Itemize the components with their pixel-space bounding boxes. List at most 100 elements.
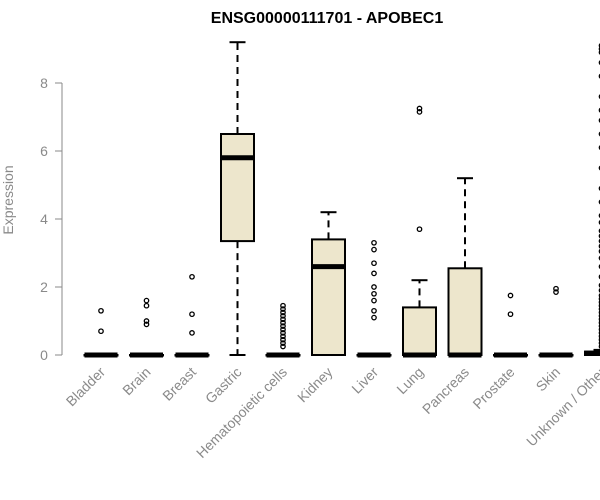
x-tick-label: Liver	[348, 364, 381, 397]
outlier-point	[371, 246, 377, 253]
x-tick-label: Skin	[533, 364, 564, 395]
box-prostate	[493, 292, 528, 358]
outlier-point	[143, 302, 150, 309]
outlier-point	[507, 292, 514, 299]
outlier-point	[598, 296, 600, 302]
outlier-point	[280, 336, 286, 343]
outlier-point	[598, 306, 600, 312]
outlier-point	[598, 213, 600, 219]
outlier-point	[598, 282, 600, 288]
box-brain	[129, 297, 164, 358]
outlier-point	[280, 306, 286, 312]
y-axis: 0 2 4 6 8	[40, 75, 63, 363]
outlier-point	[598, 330, 600, 336]
box-iqr	[447, 267, 483, 356]
chart-title: ENSG00000111701 - APOBEC1	[211, 10, 444, 27]
outlier-point	[280, 319, 286, 326]
box-skin	[538, 285, 574, 358]
x-tick-label: Hematopoietic cells	[193, 364, 290, 461]
outlier-point	[598, 73, 600, 79]
outlier-point	[598, 185, 600, 191]
box-breast	[174, 273, 210, 358]
box-gastric	[220, 41, 255, 356]
outlier-point	[598, 165, 600, 171]
outlier-point	[416, 109, 423, 115]
outlier-point	[280, 302, 286, 309]
outlier-point	[371, 290, 377, 297]
outlier-point	[598, 327, 600, 332]
x-tick-label: Brain	[119, 364, 153, 398]
outlier-point	[507, 311, 514, 318]
outlier-point	[598, 248, 600, 254]
outlier-point	[598, 344, 600, 349]
x-tick-label: Bladder	[63, 364, 109, 410]
x-tick-label: Breast	[159, 364, 199, 404]
y-tick-label: 6	[40, 143, 48, 159]
outlier-point	[280, 326, 286, 333]
outlier-point	[371, 270, 377, 277]
outlier-point	[598, 320, 600, 326]
outlier-point	[416, 226, 423, 233]
outlier-point	[280, 309, 286, 316]
x-tick-label: Lung	[393, 364, 426, 397]
outlier-point	[280, 316, 286, 323]
box-pancreas	[447, 177, 483, 358]
outlier-point	[598, 49, 600, 55]
outlier-point	[598, 46, 600, 52]
outlier-point	[98, 328, 104, 335]
outlier-point	[98, 307, 104, 314]
box-iqr	[402, 306, 437, 356]
outlier-point	[598, 233, 600, 239]
outlier-point	[598, 337, 600, 343]
boxes-group	[83, 41, 600, 358]
outlier-point	[598, 199, 600, 205]
outlier-point	[598, 238, 600, 244]
outlier-point	[280, 330, 286, 336]
x-tick-label: Kidney	[294, 364, 336, 406]
outlier-point	[280, 340, 286, 346]
x-tick-label: Pancreas	[419, 364, 472, 417]
y-tick-label: 8	[40, 75, 48, 91]
outlier-point	[598, 299, 600, 305]
outlier-point	[280, 333, 286, 340]
x-tick-label: Gastric	[202, 364, 245, 407]
outlier-point	[598, 145, 600, 151]
outlier-point	[371, 260, 377, 267]
outlier-point	[598, 131, 600, 137]
outlier-point	[143, 318, 150, 324]
outlier-point	[598, 293, 600, 298]
outlier-point	[280, 343, 286, 350]
box-hematopoietic-cells	[265, 302, 301, 358]
outlier-point	[598, 287, 600, 293]
y-tick-label: 2	[40, 279, 48, 295]
y-tick-label: 4	[40, 211, 48, 227]
outlier-point	[598, 303, 600, 309]
box-liver	[356, 239, 392, 358]
outlier-point	[598, 243, 600, 249]
outlier-point	[598, 219, 600, 225]
box-unknown-other	[584, 43, 600, 357]
outlier-point	[598, 333, 600, 339]
outlier-point	[598, 310, 600, 315]
outlier-point	[598, 117, 600, 123]
outlier-point	[598, 107, 600, 113]
outlier-point	[598, 43, 600, 49]
outlier-point	[280, 313, 286, 319]
outlier-point	[371, 314, 377, 321]
outlier-point	[553, 289, 559, 295]
box-kidney	[311, 211, 346, 356]
outlier-point	[371, 284, 377, 290]
outlier-point	[598, 313, 600, 319]
outlier-point	[598, 255, 600, 261]
outlier-point	[143, 321, 150, 328]
outlier-point	[416, 105, 423, 112]
y-tick-label: 0	[40, 347, 48, 363]
outlier-point	[598, 228, 600, 234]
outlier-point	[280, 323, 286, 329]
outlier-point	[371, 307, 377, 314]
outlier-point	[143, 297, 150, 304]
outlier-point	[371, 297, 377, 304]
outlier-point	[598, 274, 600, 280]
